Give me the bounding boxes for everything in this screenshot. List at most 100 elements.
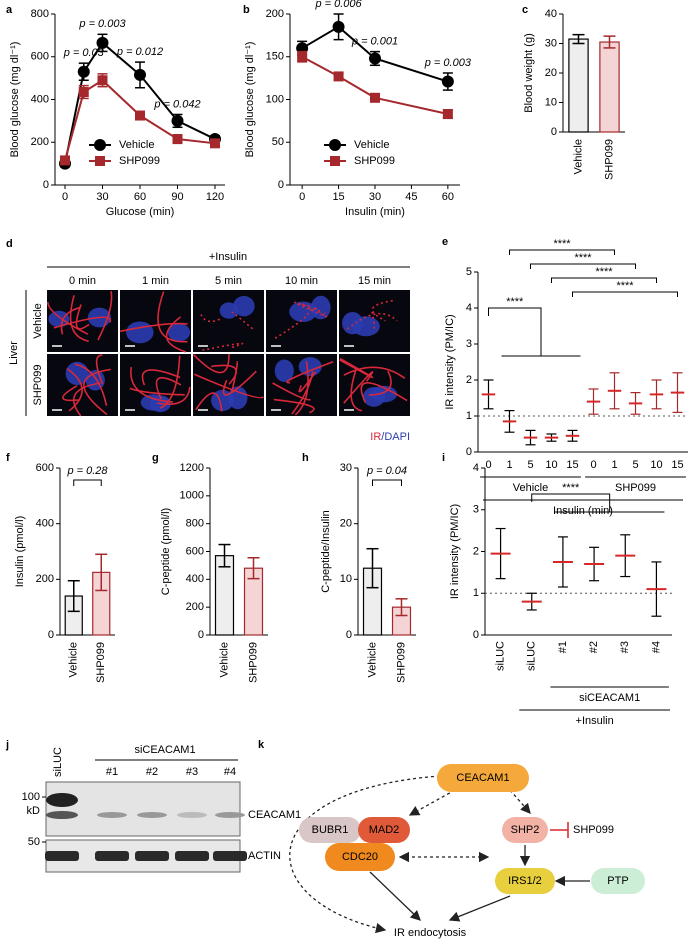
y-tick-label: 2	[473, 545, 479, 557]
panel-label: h	[302, 452, 309, 464]
error-bar	[67, 579, 80, 613]
y-tick-label: 4	[466, 302, 472, 314]
membrane-stain	[343, 366, 406, 379]
x-tick-label: 0	[590, 459, 596, 471]
micrograph-image	[47, 354, 118, 417]
edge	[509, 789, 531, 814]
y-tick-label: 0	[473, 629, 479, 641]
node-label: IRS1/2	[508, 875, 542, 887]
node-shape	[325, 843, 395, 871]
annotation: p = 0.28	[66, 465, 108, 477]
membrane-stain	[119, 322, 188, 333]
significance-bracket	[372, 479, 402, 486]
node-label: CDC20	[342, 851, 378, 863]
x-tick-label: 60	[442, 191, 454, 203]
x-tick-label: #4	[650, 641, 662, 653]
x-tick-label: SHP099	[395, 642, 407, 683]
x-tick-label: 15	[332, 191, 344, 203]
time-label: 5 min	[215, 275, 242, 287]
marker	[135, 110, 145, 121]
nucleus	[289, 301, 317, 323]
node-shape	[299, 817, 361, 843]
legend-label: Vehicle	[119, 139, 154, 151]
membrane-stain	[291, 371, 314, 415]
membrane-stain	[74, 363, 108, 406]
node-label: BUBR1	[312, 824, 349, 836]
micrograph-image	[339, 290, 410, 352]
y-tick-label: 200	[266, 8, 284, 20]
nucleus	[233, 295, 255, 317]
panel-label: d	[6, 238, 13, 250]
panel-label: f	[6, 452, 10, 464]
membrane-stain	[141, 369, 181, 386]
x-tick-label: 30	[369, 191, 381, 203]
node-shape	[437, 764, 529, 792]
annotation: p = 0.006	[314, 0, 362, 10]
annotation: p = 0.003	[424, 57, 472, 69]
y-axis-label: C-peptide (pmol/l)	[160, 508, 172, 595]
node-label: SHP099	[573, 824, 614, 836]
membrane-stain	[53, 316, 112, 329]
legend-label: SHP099	[119, 155, 160, 167]
panel-label: j	[5, 739, 9, 751]
x-tick-label: 0	[485, 459, 491, 471]
membrane-stain	[130, 366, 174, 403]
y-tick-label: 1200	[180, 462, 204, 474]
y-tick-label: 0	[48, 629, 54, 641]
marker	[171, 114, 184, 127]
band	[177, 812, 207, 818]
row-label: Vehicle	[32, 303, 44, 338]
error-bar	[395, 598, 408, 617]
y-axis-label: C-peptide/Insulin	[320, 510, 332, 593]
membrane-stain	[339, 357, 374, 379]
node-shape	[591, 868, 645, 894]
marker	[333, 71, 344, 82]
band	[175, 851, 209, 861]
x-tick-label: SHP099	[247, 642, 259, 683]
micrograph-image	[192, 354, 264, 416]
membrane-stain	[165, 316, 187, 353]
legend-entry: SHP099	[89, 155, 160, 167]
y-tick-label: 10	[545, 96, 557, 108]
marker	[94, 139, 106, 151]
y-tick-label: 0	[198, 629, 204, 641]
edge	[289, 775, 441, 934]
node-label: IR endocytosis	[394, 927, 467, 939]
y-tick-label: 0	[466, 446, 472, 458]
membrane-stain	[371, 299, 393, 322]
marker	[77, 65, 90, 78]
x-tick-label: 30	[96, 191, 108, 203]
band	[135, 851, 169, 861]
error-bar	[572, 33, 585, 45]
y-tick-label: 40	[545, 8, 557, 20]
x-tick-label: Vehicle	[366, 642, 378, 677]
x-tick-label: #3	[619, 641, 631, 653]
membrane-stain	[293, 301, 328, 318]
membrane-stain	[95, 354, 104, 385]
node-label: MAD2	[369, 824, 400, 836]
group-label: siCEACAM1	[579, 692, 640, 704]
error-bar	[218, 543, 231, 568]
nucleus	[140, 394, 168, 411]
error-bar	[247, 557, 260, 580]
membrane-stain	[211, 364, 238, 385]
y-tick-label: 0	[43, 179, 49, 191]
membrane-stain	[368, 370, 392, 396]
membrane-stain	[360, 382, 408, 403]
x-tick-label: siLUC	[526, 641, 538, 671]
nucleus	[126, 321, 154, 344]
panel-label: e	[442, 236, 448, 248]
y-tick-label: 200	[36, 573, 54, 585]
row-label: SHP099	[32, 365, 44, 406]
membrane-stain	[69, 295, 89, 343]
stain-dapi: /DAPI	[381, 431, 410, 443]
micrograph-image	[120, 354, 191, 416]
x-tick-label: 0	[62, 191, 68, 203]
legend-label: Vehicle	[354, 139, 389, 151]
y-tick-label: 400	[31, 93, 49, 105]
time-label: 0 min	[69, 275, 96, 287]
significance-label: ****	[506, 296, 524, 308]
y-tick-label: 1000	[180, 490, 204, 502]
significance-bracket	[531, 493, 665, 513]
x-tick-label: 0	[299, 191, 305, 203]
